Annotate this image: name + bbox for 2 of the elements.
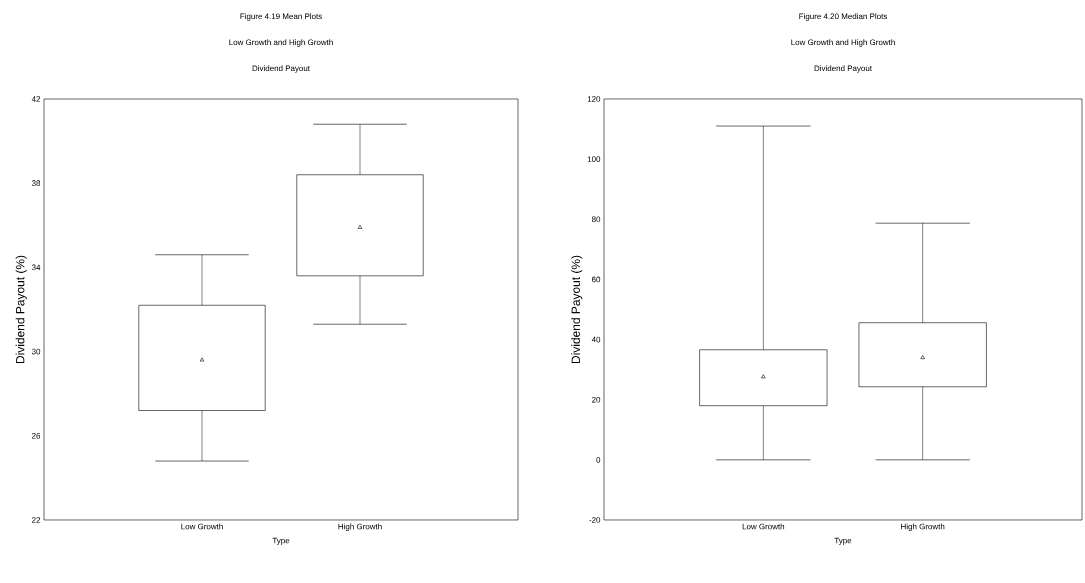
y-axis-title: Dividend Payout (%) bbox=[15, 255, 27, 363]
y-axis-title: Dividend Payout (%) bbox=[571, 255, 583, 363]
